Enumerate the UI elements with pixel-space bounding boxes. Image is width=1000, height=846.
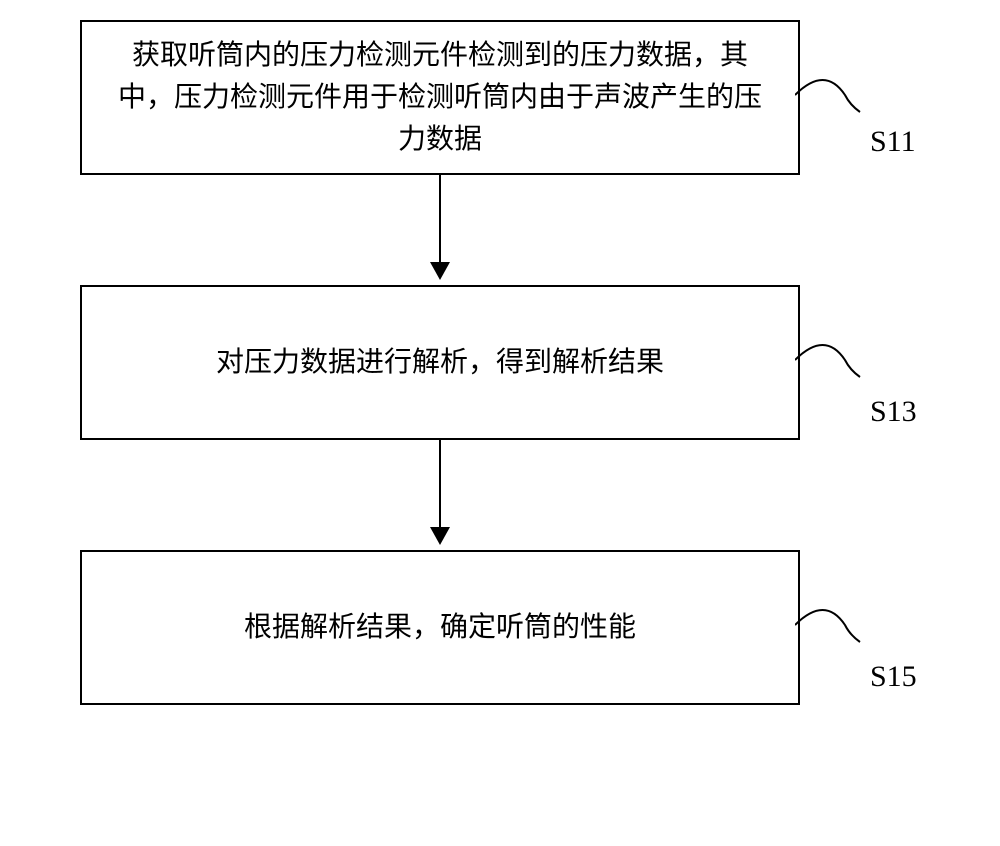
arrow-line xyxy=(439,440,441,530)
arrow-head xyxy=(430,262,450,280)
arrow-line xyxy=(439,175,441,265)
step-label-3: S15 xyxy=(870,660,917,694)
flowchart-step-1: 获取听筒内的压力检测元件检测到的压力数据，其中，压力检测元件用于检测听筒内由于声… xyxy=(80,20,800,175)
arrow-head xyxy=(430,527,450,545)
label-curve-1 xyxy=(795,60,865,140)
label-curve-2 xyxy=(795,325,865,405)
step-1-text: 获取听筒内的压力检测元件检测到的压力数据，其中，压力检测元件用于检测听筒内由于声… xyxy=(112,35,768,161)
flowchart-step-2: 对压力数据进行解析，得到解析结果 xyxy=(80,285,800,440)
arrow-2-to-3 xyxy=(80,440,800,550)
arrow-1-to-2 xyxy=(80,175,800,285)
flowchart-step-3: 根据解析结果，确定听筒的性能 xyxy=(80,550,800,705)
step-2-text: 对压力数据进行解析，得到解析结果 xyxy=(216,342,664,384)
label-curve-3 xyxy=(795,590,865,670)
step-3-text: 根据解析结果，确定听筒的性能 xyxy=(244,607,636,649)
step-label-2: S13 xyxy=(870,395,917,429)
step-label-1: S11 xyxy=(870,125,916,159)
